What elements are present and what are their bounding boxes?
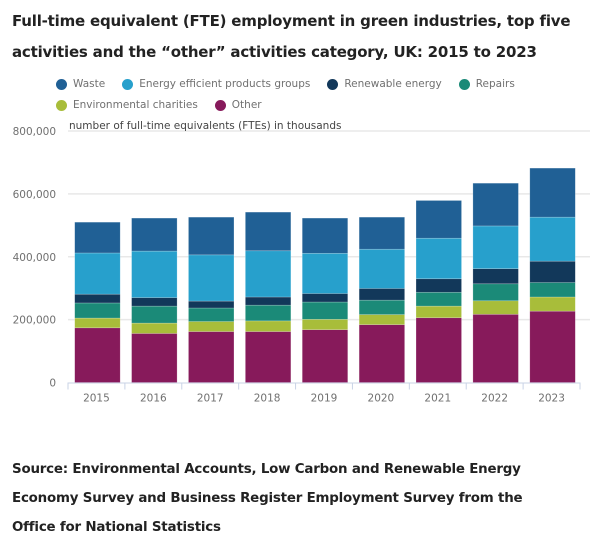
bar-segment bbox=[301, 293, 349, 303]
legend-row: Waste Energy efficient products groups Ren… bbox=[56, 74, 576, 95]
bar-segment bbox=[301, 329, 349, 383]
legend-label: Environmental charities bbox=[73, 99, 198, 111]
source-note: Source: Environmental Accounts, Low Carb… bbox=[12, 455, 572, 542]
legend-item[interactable]: Waste bbox=[56, 74, 105, 95]
bar-segment bbox=[74, 302, 121, 319]
bar-segment bbox=[529, 216, 576, 262]
bar-segment bbox=[472, 268, 519, 285]
bar-segment bbox=[301, 217, 349, 254]
bar-segment bbox=[188, 307, 235, 322]
bar-segment bbox=[529, 167, 576, 218]
legend-swatch-icon bbox=[122, 79, 134, 90]
bar-segment bbox=[74, 327, 121, 383]
x-tick-label: 2021 bbox=[424, 393, 451, 405]
bar-segment bbox=[188, 254, 235, 302]
bar-segment bbox=[245, 211, 292, 252]
x-tick-label: 2023 bbox=[538, 393, 565, 405]
bar-segment bbox=[301, 319, 349, 330]
legend-item[interactable]: Other bbox=[214, 95, 262, 116]
bar-segment bbox=[74, 221, 121, 254]
bar-segment bbox=[415, 317, 462, 383]
bar-segment bbox=[529, 296, 576, 312]
bar-segment bbox=[245, 296, 292, 306]
bar-segment bbox=[472, 313, 519, 383]
bar-segment bbox=[188, 331, 235, 383]
bar-segment bbox=[245, 331, 292, 383]
bar-segment bbox=[529, 282, 576, 298]
bar-segment bbox=[415, 305, 462, 319]
y-tick-label: 800,000 bbox=[13, 126, 56, 138]
source-line-2: Economy Survey and Business Register Emp… bbox=[12, 491, 523, 506]
bar-segment bbox=[245, 250, 292, 298]
y-tick-label: 200,000 bbox=[13, 315, 56, 327]
chart-title: Full-time equivalent (FTE) employment in… bbox=[12, 6, 572, 68]
bar-segment bbox=[472, 300, 519, 315]
legend-swatch-icon bbox=[327, 79, 339, 90]
bar-segment bbox=[188, 300, 235, 309]
legend-swatch-icon bbox=[56, 100, 67, 111]
y-axis-label: number of full-time equivalents (FTEs) i… bbox=[69, 120, 341, 132]
y-tick-label: 0 bbox=[49, 378, 56, 390]
bar-segment bbox=[529, 310, 576, 383]
legend-label: Waste bbox=[73, 78, 106, 90]
bar-segment bbox=[74, 293, 121, 304]
x-tick-label: 2022 bbox=[481, 393, 508, 405]
bar-segment bbox=[188, 216, 235, 256]
bar-segment bbox=[415, 291, 462, 307]
chart-title-line-1: Full-time equivalent (FTE) employment in… bbox=[12, 12, 571, 30]
bar-segment bbox=[358, 288, 405, 301]
bar-segment bbox=[415, 237, 462, 280]
bar-segment bbox=[472, 225, 519, 269]
chart-plot: 0 200,000 400,000 600,000 800,000 number of f… bbox=[13, 120, 590, 405]
y-tick-label: 600,000 bbox=[13, 189, 56, 201]
legend-label: Repairs bbox=[475, 78, 515, 90]
bar-segment bbox=[472, 182, 519, 227]
bar-segment bbox=[529, 260, 576, 283]
bar-segment bbox=[415, 278, 462, 293]
legend-swatch-icon bbox=[458, 79, 470, 90]
legend-item[interactable]: Environmental charities bbox=[56, 95, 198, 116]
chart-legend: Waste Energy efficient products groups Ren… bbox=[56, 74, 576, 116]
bar-segment bbox=[131, 250, 178, 298]
bar-segment bbox=[131, 305, 178, 324]
bar-segment bbox=[74, 317, 121, 329]
bar-segment bbox=[74, 252, 121, 295]
bar-segment bbox=[301, 301, 349, 320]
bar-segment bbox=[472, 283, 519, 302]
bar-segment bbox=[415, 200, 462, 239]
bar-segment bbox=[301, 252, 349, 294]
bar-segment bbox=[131, 322, 178, 334]
legend-item[interactable]: Repairs bbox=[458, 74, 515, 95]
bar-segment bbox=[245, 320, 292, 332]
bar-segment bbox=[358, 314, 405, 325]
legend-row: Environmental charities Other bbox=[56, 95, 576, 116]
x-tick-label: 2018 bbox=[254, 393, 281, 405]
bar-segment bbox=[245, 304, 292, 322]
legend-swatch-icon bbox=[214, 100, 226, 111]
bar-segment bbox=[358, 248, 405, 289]
x-tick-label: 2016 bbox=[140, 393, 167, 405]
bar-segment bbox=[131, 297, 178, 307]
y-tick-label: 400,000 bbox=[13, 252, 56, 264]
bar-segment bbox=[358, 216, 405, 250]
legend-item[interactable]: Renewable energy bbox=[327, 74, 442, 95]
bar-segment bbox=[131, 217, 178, 252]
legend-label: Renewable energy bbox=[344, 78, 442, 90]
bar-segment bbox=[131, 333, 178, 383]
legend-item[interactable]: Energy efficient products groups bbox=[122, 74, 310, 95]
x-tick-label: 2017 bbox=[197, 393, 224, 405]
chart-title-line-2: activities and the “other” activities ca… bbox=[12, 43, 537, 61]
x-tick-label: 2020 bbox=[368, 393, 395, 405]
legend-label: Energy efficient products groups bbox=[139, 78, 311, 90]
x-tick-label: 2015 bbox=[83, 393, 110, 405]
source-line-3: Office for National Statistics bbox=[12, 520, 221, 535]
source-line-1: Source: Environmental Accounts, Low Carb… bbox=[12, 462, 521, 477]
bar-segment bbox=[188, 321, 235, 332]
legend-swatch-icon bbox=[56, 79, 67, 90]
bar-segment bbox=[358, 299, 405, 315]
legend-label: Other bbox=[231, 99, 262, 111]
bar-segment bbox=[358, 324, 405, 383]
x-tick-label: 2019 bbox=[311, 393, 338, 405]
